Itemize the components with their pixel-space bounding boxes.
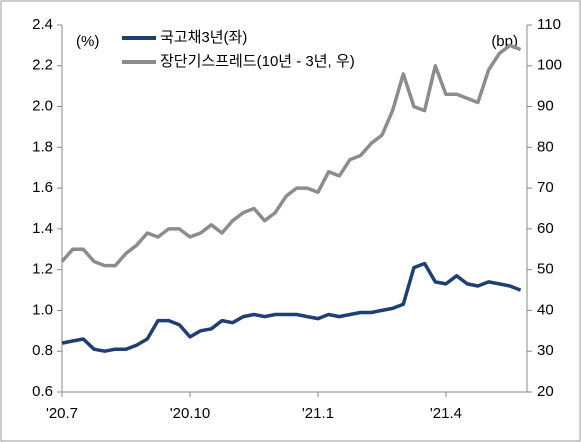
x-tick-label: '21.1 [302, 405, 334, 422]
y-tick-label: 1.2 [32, 261, 53, 278]
y-tick-label: 1.6 [32, 179, 53, 196]
legend-label: 장단기스프레드(10년 - 3년, 우) [160, 53, 355, 70]
series-line [60, 43, 522, 268]
y2-tick-label: 110 [537, 16, 561, 33]
y-axis-label: (%) [76, 33, 99, 50]
y2-tick-label: 100 [537, 57, 562, 74]
x-tick-label: '20.10 [170, 405, 210, 422]
y2-tick-label: 80 [537, 138, 554, 155]
x-tick-label: '21.4 [430, 405, 462, 422]
y-tick-label: 2.2 [32, 57, 53, 74]
legend-label: 국고채3년(좌) [160, 29, 247, 46]
series-line [61, 261, 522, 353]
y2-tick-label: 60 [537, 220, 554, 237]
y-tick-label: 1.0 [32, 301, 53, 318]
y2-tick-label: 50 [537, 261, 554, 278]
y2-tick-label: 90 [537, 98, 554, 115]
y-tick-label: 1.4 [32, 220, 53, 237]
y2-tick-label: 70 [537, 179, 554, 196]
y2-tick-label: 40 [537, 301, 554, 318]
y-tick-label: 1.8 [32, 138, 53, 155]
x-tick-label: '20.7 [46, 405, 78, 422]
y2-tick-label: 30 [537, 342, 554, 359]
y-tick-label: 0.6 [32, 383, 53, 400]
y-tick-label: 2.0 [32, 98, 53, 115]
y-tick-label: 0.8 [32, 342, 53, 359]
y2-tick-label: 20 [537, 383, 554, 400]
y-tick-label: 2.4 [32, 16, 53, 33]
